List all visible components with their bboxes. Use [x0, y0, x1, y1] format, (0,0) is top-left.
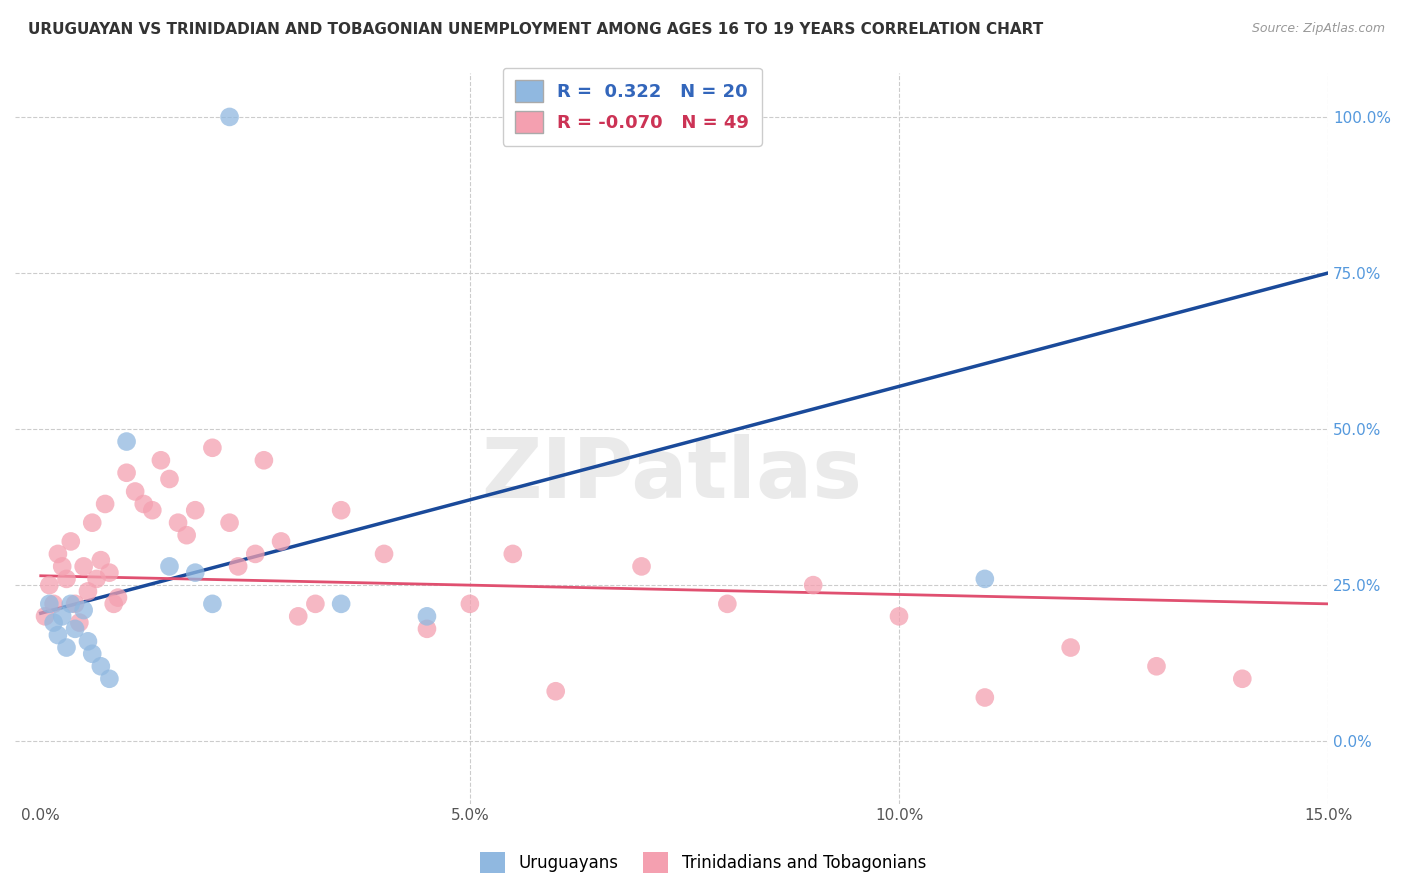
Point — [98, 566, 121, 580]
Point — [630, 559, 652, 574]
Point — [42, 615, 65, 630]
Point — [73, 559, 96, 574]
Point — [141, 503, 163, 517]
Point — [287, 609, 309, 624]
Point — [973, 690, 995, 705]
Point — [34, 609, 56, 624]
Point — [82, 647, 104, 661]
Point — [51, 559, 73, 574]
Point — [1232, 672, 1254, 686]
Point — [115, 466, 138, 480]
Legend: R =  0.322   N = 20, R = -0.070   N = 49: R = 0.322 N = 20, R = -0.070 N = 49 — [503, 68, 762, 146]
Point — [46, 628, 69, 642]
Point — [544, 684, 567, 698]
Text: ZIPatlas: ZIPatlas — [481, 434, 862, 516]
Point — [67, 615, 90, 630]
Point — [201, 441, 224, 455]
Point — [253, 453, 276, 467]
Point — [86, 572, 108, 586]
Point — [270, 534, 292, 549]
Point — [73, 603, 96, 617]
Point — [373, 547, 395, 561]
Point — [184, 503, 207, 517]
Point — [90, 659, 112, 673]
Point — [167, 516, 190, 530]
Point — [63, 622, 86, 636]
Point — [184, 566, 207, 580]
Point — [98, 672, 121, 686]
Point — [218, 516, 240, 530]
Point — [1059, 640, 1081, 655]
Point — [124, 484, 146, 499]
Point — [51, 609, 73, 624]
Point — [55, 640, 77, 655]
Point — [416, 609, 439, 624]
Point — [887, 609, 910, 624]
Point — [149, 453, 172, 467]
Point — [63, 597, 86, 611]
Point — [38, 578, 60, 592]
Point — [77, 634, 100, 648]
Point — [330, 503, 353, 517]
Point — [458, 597, 481, 611]
Point — [330, 597, 353, 611]
Point — [59, 597, 82, 611]
Point — [42, 597, 65, 611]
Point — [132, 497, 155, 511]
Point — [90, 553, 112, 567]
Point — [304, 597, 326, 611]
Point — [159, 472, 181, 486]
Text: Source: ZipAtlas.com: Source: ZipAtlas.com — [1251, 22, 1385, 36]
Point — [716, 597, 738, 611]
Point — [176, 528, 198, 542]
Point — [38, 597, 60, 611]
Point — [416, 622, 439, 636]
Point — [107, 591, 129, 605]
Legend: Uruguayans, Trinidadians and Tobagonians: Uruguayans, Trinidadians and Tobagonians — [474, 846, 932, 880]
Point — [245, 547, 267, 561]
Point — [46, 547, 69, 561]
Point — [201, 597, 224, 611]
Point — [1146, 659, 1168, 673]
Point — [55, 572, 77, 586]
Point — [82, 516, 104, 530]
Point — [59, 534, 82, 549]
Point — [103, 597, 125, 611]
Point — [115, 434, 138, 449]
Point — [77, 584, 100, 599]
Point — [94, 497, 117, 511]
Point — [801, 578, 824, 592]
Point — [226, 559, 249, 574]
Point — [502, 547, 524, 561]
Point — [159, 559, 181, 574]
Point — [218, 110, 240, 124]
Point — [973, 572, 995, 586]
Text: URUGUAYAN VS TRINIDADIAN AND TOBAGONIAN UNEMPLOYMENT AMONG AGES 16 TO 19 YEARS C: URUGUAYAN VS TRINIDADIAN AND TOBAGONIAN … — [28, 22, 1043, 37]
